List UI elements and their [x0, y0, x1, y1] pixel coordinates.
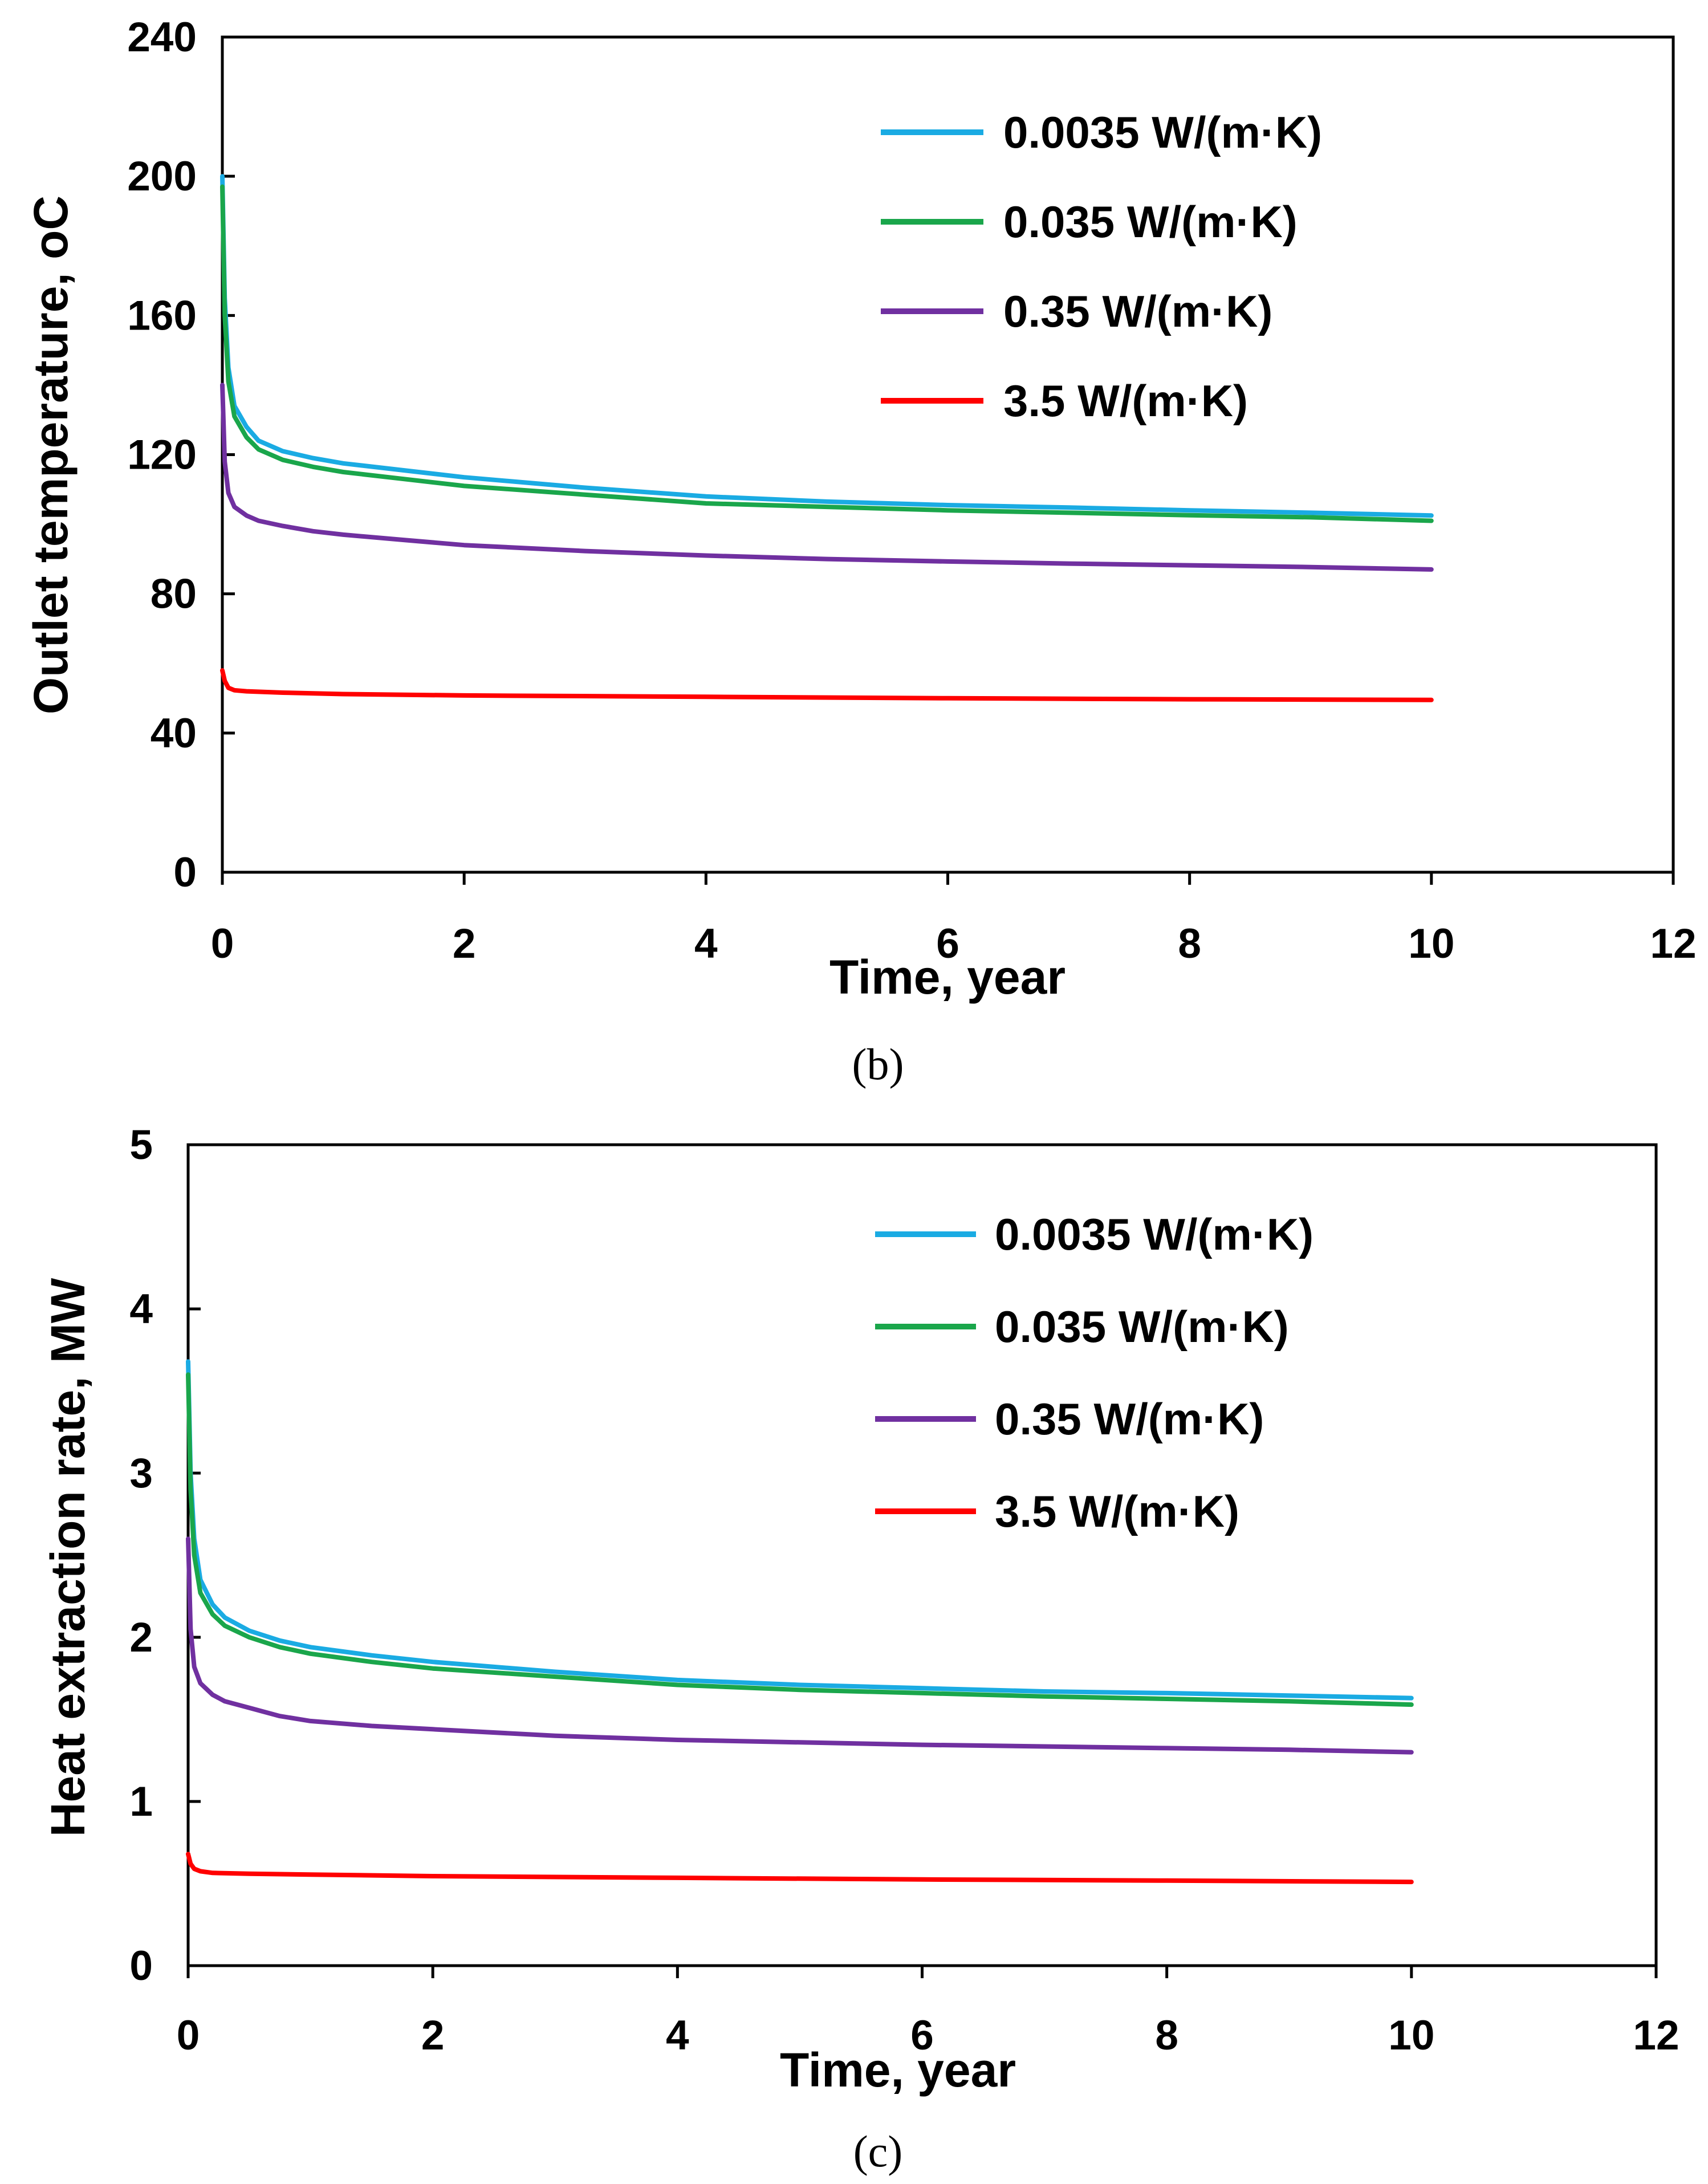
panel-caption-b: (b) — [852, 1039, 904, 1089]
x-tick-label: 6 — [910, 2012, 934, 2059]
series-lines-b — [220, 174, 1434, 702]
panel-caption-c: (c) — [853, 2126, 903, 2176]
series-line-b-1 — [220, 184, 1434, 523]
series-line-b-3 — [220, 668, 1434, 702]
legend-label: 0.35 W/(m·K) — [1003, 286, 1272, 336]
y-axis-label-c: Heat extraction rate, MW — [41, 1278, 95, 1837]
y-tick-label: 120 — [127, 432, 197, 478]
x-axis-ticks-b: 0 2 4 6 8 10 12 — [211, 872, 1697, 967]
plot-area-c — [186, 1143, 1658, 1967]
x-tick-label: 12 — [1633, 2012, 1679, 2059]
legend-label: 0.0035 W/(m·K) — [1003, 107, 1322, 157]
series-line-c-2 — [186, 1536, 1414, 1755]
y-tick-label: 5 — [129, 1122, 153, 1168]
x-tick-label: 8 — [1155, 2012, 1178, 2059]
y-tick-label: 0 — [173, 849, 197, 896]
legend-label: 0.035 W/(m·K) — [1003, 197, 1298, 247]
y-tick-label: 200 — [127, 153, 197, 200]
x-axis-ticks-c: 0 2 4 6 8 10 12 — [177, 1966, 1679, 2059]
y-tick-label: 2 — [129, 1614, 153, 1661]
series-line-c-3 — [186, 1852, 1414, 1885]
x-tick-label: 12 — [1650, 921, 1696, 967]
y-tick-label: 4 — [129, 1286, 153, 1332]
x-tick-label: 10 — [1408, 921, 1454, 967]
y-tick-label: 80 — [151, 571, 197, 617]
x-tick-label: 0 — [211, 921, 234, 967]
legend-label: 0.35 W/(m·K) — [995, 1394, 1264, 1444]
y-tick-label: 160 — [127, 292, 197, 339]
x-tick-label: 4 — [666, 2012, 689, 2059]
y-axis-ticks-b: 0 40 80 120 160 200 240 — [127, 14, 235, 896]
y-tick-label: 3 — [129, 1450, 153, 1496]
x-tick-label: 6 — [936, 921, 959, 967]
y-tick-label: 0 — [129, 1943, 153, 1989]
y-axis-label-b: Outlet temperature, oC — [24, 196, 78, 714]
legend-label: 0.035 W/(m·K) — [995, 1302, 1289, 1352]
y-tick-label: 1 — [129, 1779, 153, 1825]
y-axis-ticks-c: 0 1 2 3 4 5 — [129, 1122, 201, 1989]
legend-label: 3.5 W/(m·K) — [995, 1486, 1239, 1536]
y-tick-label: 40 — [151, 710, 197, 757]
y-axis-label-b-unit: oC — [24, 196, 78, 259]
series-lines-c — [186, 1359, 1414, 1885]
legend-label: 0.0035 W/(m·K) — [995, 1209, 1313, 1259]
x-tick-label: 2 — [421, 2012, 445, 2059]
y-tick-label: 240 — [127, 14, 197, 60]
chart-panel-b: 0 2 4 6 8 10 12 0 40 80 120 160 200 240 0.0035 W/(m·… — [24, 14, 1697, 1089]
x-tick-label: 8 — [1178, 921, 1201, 967]
x-tick-label: 0 — [177, 2012, 200, 2059]
y-axis-label-b-text: Outlet temperature, — [24, 259, 78, 714]
legend-label: 3.5 W/(m·K) — [1003, 376, 1248, 426]
x-axis-label-b: Time, year — [829, 950, 1066, 1004]
plot-area-b — [221, 35, 1675, 874]
x-tick-label: 4 — [694, 921, 718, 967]
legend-b: 0.0035 W/(m·K) 0.035 W/(m·K) 0.35 W/(m·K) 3… — [881, 107, 1322, 426]
series-line-b-2 — [220, 383, 1434, 572]
series-line-c-1 — [186, 1372, 1414, 1707]
legend-c: 0.0035 W/(m·K) 0.035 W/(m·K) 0.35 W/(m·K) 3… — [875, 1209, 1313, 1536]
x-tick-label: 2 — [453, 921, 476, 967]
x-tick-label: 10 — [1388, 2012, 1434, 2059]
x-axis-label-c: Time, year — [780, 2043, 1016, 2097]
